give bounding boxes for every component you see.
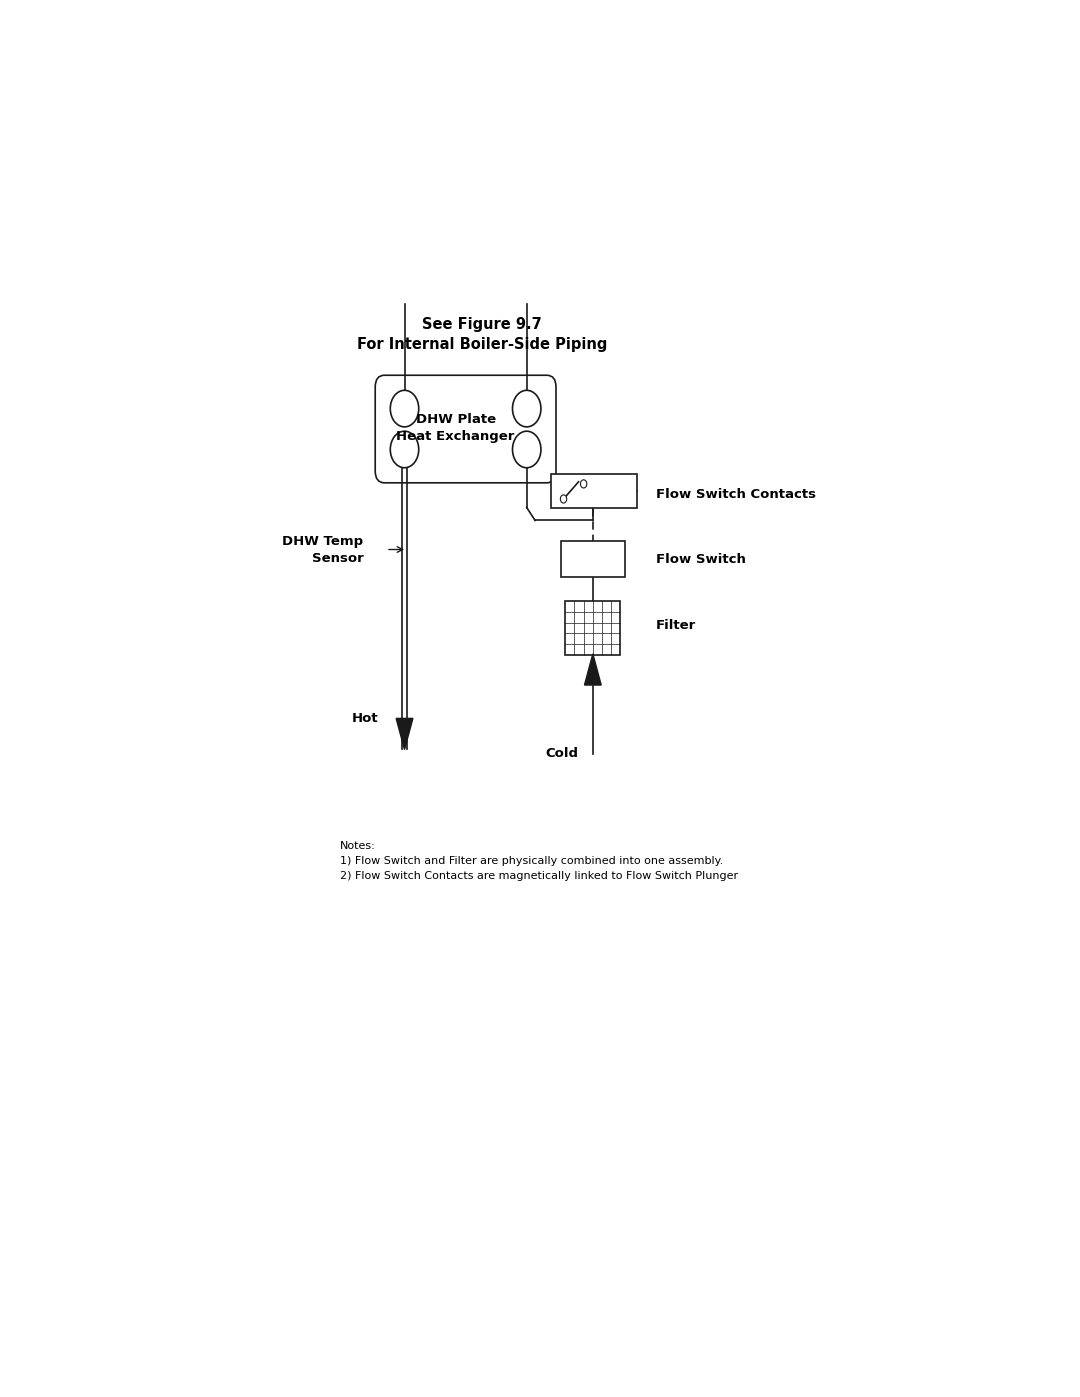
- Circle shape: [390, 390, 419, 427]
- Circle shape: [390, 432, 419, 468]
- Circle shape: [513, 390, 541, 427]
- Polygon shape: [396, 718, 413, 750]
- Text: DHW Temp
Sensor: DHW Temp Sensor: [282, 535, 364, 564]
- Text: Cold: Cold: [545, 747, 579, 760]
- Polygon shape: [584, 654, 602, 685]
- Text: See Figure 9.7
For Internal Boiler-Side Piping: See Figure 9.7 For Internal Boiler-Side …: [357, 317, 608, 352]
- Circle shape: [580, 479, 586, 488]
- Text: Filter: Filter: [656, 619, 696, 633]
- Circle shape: [561, 495, 567, 503]
- Bar: [565, 601, 621, 655]
- Text: Flow Switch Contacts: Flow Switch Contacts: [656, 488, 815, 502]
- Text: Notes:
1) Flow Switch and Filter are physically combined into one assembly.
2) F: Notes: 1) Flow Switch and Filter are phy…: [340, 841, 739, 880]
- Text: Flow Switch: Flow Switch: [656, 553, 745, 566]
- Text: DHW Plate
Heat Exchanger: DHW Plate Heat Exchanger: [396, 414, 515, 443]
- Circle shape: [513, 432, 541, 468]
- Bar: [561, 541, 625, 577]
- Bar: [551, 474, 637, 507]
- Text: Hot: Hot: [352, 712, 379, 725]
